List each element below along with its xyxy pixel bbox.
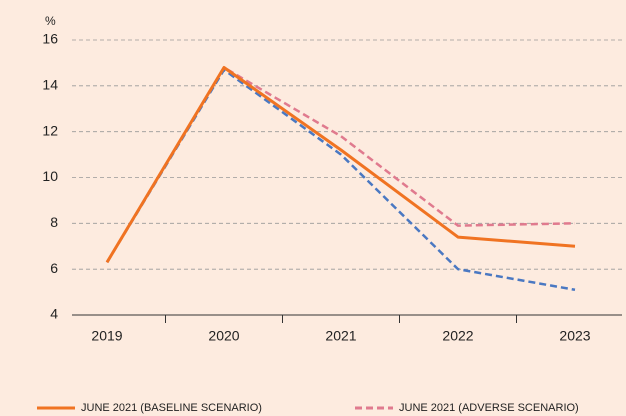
x-tick-label: 2023 bbox=[559, 328, 590, 344]
y-tick-label: 14 bbox=[42, 77, 58, 93]
series-line bbox=[105, 68, 576, 292]
x-tick-label: 2019 bbox=[91, 328, 122, 344]
y-tick-label: 16 bbox=[42, 31, 58, 47]
y-tick-label: 8 bbox=[50, 214, 58, 230]
legend-label: JUNE 2021 (ADVERSE SCENARIO) bbox=[399, 402, 579, 414]
y-tick-label: 6 bbox=[50, 260, 58, 276]
x-tick-label: 2020 bbox=[208, 328, 239, 344]
y-tick-label: 10 bbox=[42, 168, 58, 184]
series-line bbox=[105, 66, 576, 264]
legend-label: JUNE 2021 (BASELINE SCENARIO) bbox=[81, 402, 262, 414]
y-unit: % bbox=[45, 14, 56, 28]
x-tick-label: 2021 bbox=[325, 328, 356, 344]
y-tick-label: 4 bbox=[50, 306, 58, 322]
y-tick-label: 12 bbox=[42, 122, 58, 138]
x-tick-label: 2022 bbox=[442, 328, 473, 344]
